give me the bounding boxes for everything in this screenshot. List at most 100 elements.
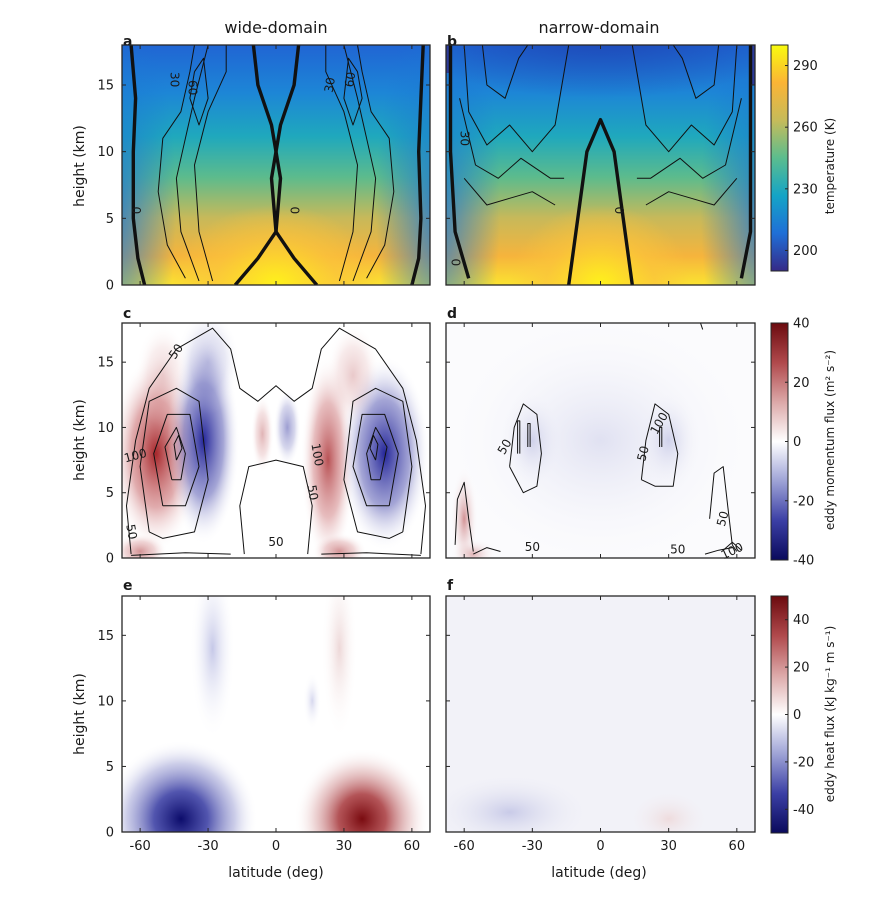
contour-jet-a-5 bbox=[343, 45, 377, 282]
temperature-cold-west-b bbox=[446, 45, 501, 285]
temperature-warm-core-a bbox=[171, 205, 381, 285]
heat-negative-f bbox=[446, 773, 592, 832]
contour-ring-c-5 bbox=[352, 413, 399, 507]
contour-label-b-0-center: 0 bbox=[612, 207, 626, 215]
contour-jet-b-2 bbox=[463, 177, 556, 206]
contour-zero-east-b bbox=[739, 45, 753, 279]
contour-ring-d-3 bbox=[640, 403, 679, 487]
contour-ring-d-6 bbox=[473, 547, 501, 555]
contour-zero-midL-a bbox=[233, 45, 283, 285]
contour-zero-west-b bbox=[448, 45, 471, 279]
contour-ring-c-8 bbox=[131, 552, 231, 556]
xlabel-panel-e: latitude (deg) bbox=[228, 865, 323, 881]
contour-ring-c-2 bbox=[164, 426, 186, 481]
ylabel-panel-a: height (km) bbox=[72, 125, 88, 207]
colorbar-label-heat: eddy heat flux (kJ kg⁻¹ m s⁻¹) bbox=[823, 626, 837, 803]
contour-label-a-60-west: 60 bbox=[186, 80, 200, 95]
contour-ring-c-4 bbox=[343, 387, 413, 539]
momentum-positive-surface-east-c bbox=[312, 533, 367, 558]
contour-label-d-50-d: 50 bbox=[714, 510, 731, 528]
panel-letter-c: c bbox=[123, 306, 131, 322]
contour-jet-b-0 bbox=[463, 45, 570, 153]
contour-ring-d-9 bbox=[722, 541, 742, 551]
contour-label-a-60-east: 60 bbox=[342, 71, 358, 88]
contour-ring-c-3 bbox=[173, 434, 183, 461]
contour-label-a-30-west: 30 bbox=[168, 72, 182, 87]
ylabel-panel-e: height (km) bbox=[72, 673, 88, 755]
contour-jet-a-1 bbox=[175, 45, 209, 282]
temperature-cold-east-b bbox=[700, 45, 755, 285]
panel-letter-b: b bbox=[447, 34, 457, 50]
temperature-warm-core-b bbox=[509, 205, 692, 285]
contour-jet-b-4 bbox=[636, 98, 742, 179]
contour-ring-c-0 bbox=[139, 387, 209, 539]
contour-jet-a-3 bbox=[189, 57, 209, 126]
colorbar-label-temperature: temperature (K) bbox=[823, 118, 837, 214]
colorbar-0-tick-label-260: 260 bbox=[793, 121, 818, 136]
contour-label-c-50-sw: 50 bbox=[123, 523, 139, 540]
contour-jet-a-7 bbox=[343, 57, 363, 126]
temperature-cold-east-a bbox=[375, 45, 430, 285]
panel-letter-d: d bbox=[447, 306, 457, 322]
ytick-label-a-15: 15 bbox=[97, 79, 114, 94]
ytick-label-c-15: 15 bbox=[97, 356, 114, 371]
contour-label-d-50-a: 50 bbox=[495, 437, 515, 457]
contour-ring-d-7 bbox=[704, 547, 733, 555]
heat-negative-broad-e bbox=[122, 740, 258, 832]
contour-ring-d-4 bbox=[659, 426, 663, 447]
contour-jet-b-6 bbox=[481, 45, 529, 99]
contour-ring-c-9 bbox=[321, 552, 421, 556]
colorbar-2-tick-label--20: -20 bbox=[793, 755, 814, 770]
ytick-label-e-10: 10 bbox=[97, 694, 114, 709]
colorbar-label-momentum: eddy momentum flux (m² s⁻²) bbox=[823, 350, 837, 530]
contour-ring-c-1 bbox=[153, 413, 200, 507]
momentum-positive-equator-c bbox=[251, 394, 274, 474]
contour-jet-b-1 bbox=[459, 98, 565, 179]
xtick-label-e--30: -30 bbox=[197, 839, 218, 854]
xtick-label-e-30: 30 bbox=[336, 839, 353, 854]
momentum-positive-upper-east-c bbox=[325, 323, 381, 428]
contour-ring-c-6 bbox=[366, 426, 388, 481]
xtick-label-e-60: 60 bbox=[404, 839, 421, 854]
contour-label-c-50-base: 50 bbox=[268, 535, 283, 549]
panel-letter-f: f bbox=[447, 578, 454, 594]
contour-zero-east-a bbox=[410, 45, 425, 285]
heat-negative-column-e bbox=[189, 596, 236, 741]
panel-letter-e: e bbox=[123, 578, 133, 594]
contour-label-c-50-mid: 50 bbox=[305, 484, 321, 501]
momentum-negative-upper-west-c bbox=[176, 323, 240, 415]
contour-label-b-30: 30 bbox=[458, 131, 472, 146]
contour-label-d-50-e: 50 bbox=[670, 543, 685, 557]
heat-negative-small-e bbox=[303, 672, 322, 730]
ytick-label-c-10: 10 bbox=[97, 421, 114, 436]
contour-label-c-100-mid: 100 bbox=[308, 442, 326, 467]
ytick-label-a-0: 0 bbox=[106, 279, 114, 294]
contour-ring-c-7 bbox=[369, 434, 379, 461]
momentum-negative-broad-d bbox=[446, 323, 755, 558]
colorbar-2-tick-label--40: -40 bbox=[793, 803, 814, 818]
contour-ring-d-0 bbox=[509, 403, 542, 494]
ytick-label-a-10: 10 bbox=[97, 145, 114, 160]
colorbar-2-tick-label-40: 40 bbox=[793, 613, 810, 628]
xtick-label-f-60: 60 bbox=[729, 839, 746, 854]
xlabel-panel-f: latitude (deg) bbox=[551, 865, 646, 881]
contour-jet-b-7 bbox=[672, 45, 720, 99]
xtick-label-e-0: 0 bbox=[272, 839, 280, 854]
colorbar-1-tick-label-40: 40 bbox=[793, 317, 810, 332]
xtick-label-f--60: -60 bbox=[454, 839, 475, 854]
ytick-label-c-5: 5 bbox=[106, 486, 114, 501]
contour-ring-d-5 bbox=[454, 481, 474, 552]
contour-label-d-50-b: 50 bbox=[525, 540, 540, 554]
contour-label-c-100-west: 100 bbox=[123, 446, 149, 465]
contour-zero-west-a bbox=[129, 45, 147, 285]
contour-jet-b-5 bbox=[645, 177, 738, 206]
colorbar-2-tick-label-20: 20 bbox=[793, 661, 810, 676]
contour-label-a-0-mid: 0 bbox=[288, 207, 302, 215]
panel-letter-a: a bbox=[123, 34, 132, 50]
ytick-label-a-5: 5 bbox=[106, 212, 114, 227]
contour-label-a-30-east: 30 bbox=[322, 76, 338, 93]
contour-jet-a-2 bbox=[194, 45, 227, 282]
contour-label-a-0-west: 0 bbox=[129, 207, 143, 215]
colorbar-0 bbox=[770, 44, 789, 272]
